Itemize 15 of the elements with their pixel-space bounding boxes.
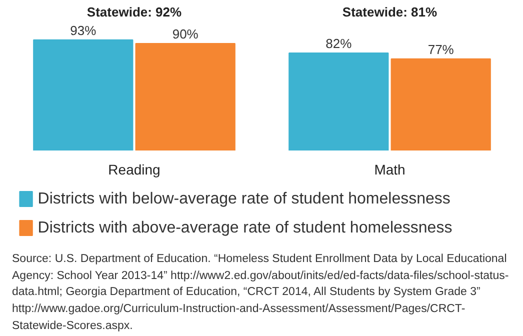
bar — [390, 58, 491, 150]
text: Statewide: 92% — [86, 4, 182, 20]
data-label: 77% — [428, 42, 454, 57]
x-tick-label: Math — [374, 162, 406, 178]
x-tick-label: Reading — [108, 162, 160, 178]
text: Statewide: 81% — [342, 4, 438, 20]
source-note: Source: U.S. Department of Education. “Homeless Student Enrollment Data by Local Educational Agency: School Year 2013-14” http://www2.ed.gov/about/inits/ed/ed-facts/data-files/school-status-data.html; Georgia Department of Education, “CRCT 2014, All Students by System Grade 3” http://www.gadoe.org/Curriculum-Instruction-and-Assessment/Assessment/Pages/CRCT-Statewide-Scores.aspx. — [12, 252, 510, 334]
bar — [288, 52, 389, 150]
bar — [33, 39, 134, 150]
data-label: 90% — [172, 26, 199, 42]
legend-label: Districts with below-average rate of student homelessness — [38, 190, 450, 208]
data-label: 93% — [70, 22, 97, 38]
bar — [135, 42, 236, 150]
data-label: 82% — [326, 36, 352, 51]
legend-label: Districts with above-average rate of student homelessness — [38, 220, 452, 236]
